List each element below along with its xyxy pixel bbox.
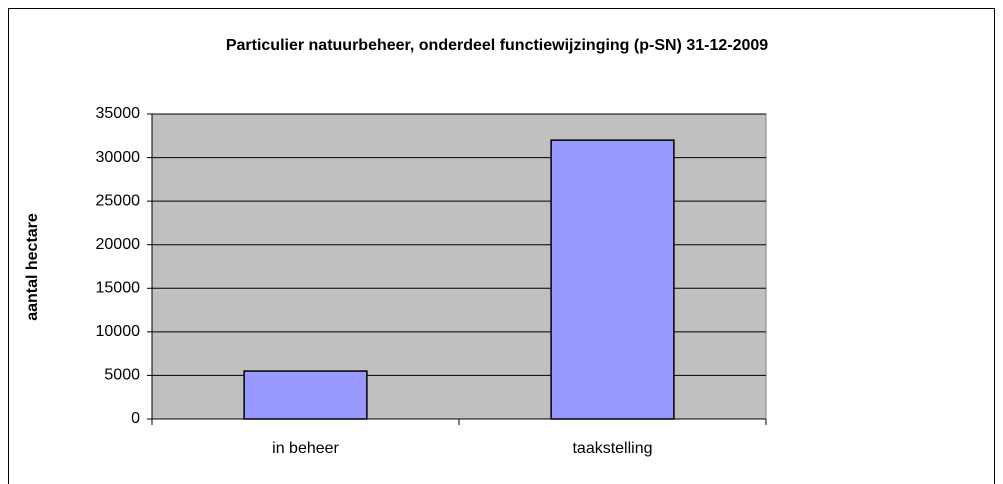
y-tick-label: 0 (131, 410, 140, 427)
x-tick-label: in beheer (272, 440, 339, 457)
y-tick-label: 5000 (104, 367, 140, 384)
y-tick-label: 15000 (96, 280, 141, 297)
y-tick-label: 10000 (96, 323, 141, 340)
bar (550, 139, 675, 420)
y-tick-label: 35000 (96, 105, 141, 122)
bar (243, 370, 368, 420)
y-tick-label: 25000 (96, 192, 141, 209)
y-tick-label: 20000 (96, 236, 141, 253)
chart-title: Particulier natuurbeheer, onderdeel func… (226, 37, 768, 54)
y-axis-title: aantal hectare (24, 213, 41, 321)
x-tick-label: taakstelling (572, 440, 652, 457)
y-tick-label: 30000 (96, 149, 141, 166)
